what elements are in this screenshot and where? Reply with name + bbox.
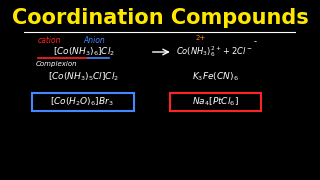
Text: Anion: Anion bbox=[83, 35, 105, 44]
Text: -: - bbox=[253, 37, 256, 46]
Text: $[Co(NH_3)_6]Cl_2$: $[Co(NH_3)_6]Cl_2$ bbox=[53, 46, 115, 58]
Text: Coordination Compounds: Coordination Compounds bbox=[12, 8, 308, 28]
Text: $Co(NH_3)_6^{2+} + 2Cl^-$: $Co(NH_3)_6^{2+} + 2Cl^-$ bbox=[177, 45, 254, 59]
Text: 2+: 2+ bbox=[196, 35, 206, 41]
Text: cation: cation bbox=[38, 35, 61, 44]
Text: $[Co(H_2O)_6]Br_3$: $[Co(H_2O)_6]Br_3$ bbox=[50, 96, 114, 108]
Text: $Na_4[PtCl_6]$: $Na_4[PtCl_6]$ bbox=[192, 96, 238, 108]
Text: Complexion: Complexion bbox=[36, 61, 77, 67]
Text: $K_3Fe(CN)_6$: $K_3Fe(CN)_6$ bbox=[192, 71, 238, 83]
Text: $[Co(NH_3)_5Cl]Cl_2$: $[Co(NH_3)_5Cl]Cl_2$ bbox=[48, 71, 119, 83]
